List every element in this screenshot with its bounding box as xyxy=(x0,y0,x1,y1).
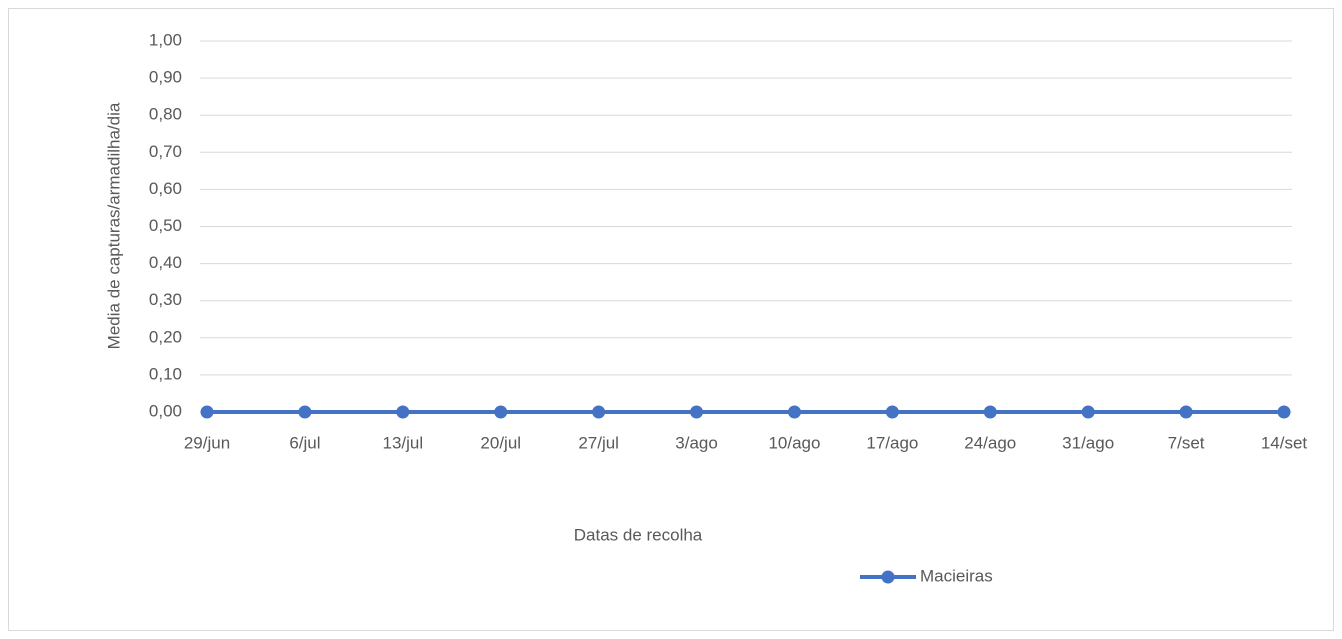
legend-label: Macieiras xyxy=(920,566,993,585)
y-tick-label: 0,70 xyxy=(149,142,182,161)
y-tick-label: 0,30 xyxy=(149,290,182,309)
x-tick-label: 10/ago xyxy=(768,433,820,452)
x-tick-label: 14/set xyxy=(1261,433,1308,452)
data-point xyxy=(396,405,410,419)
x-tick-label: 7/set xyxy=(1168,433,1205,452)
x-tick-label: 17/ago xyxy=(866,433,918,452)
x-tick-label: 29/jun xyxy=(184,433,230,452)
y-tick-label: 0,50 xyxy=(149,216,182,235)
x-tick-label: 6/jul xyxy=(289,433,320,452)
chart-border xyxy=(8,8,1334,631)
y-tick-label: 0,40 xyxy=(149,253,182,272)
data-point xyxy=(690,405,704,419)
data-point xyxy=(1179,405,1193,419)
data-point xyxy=(494,405,508,419)
x-tick-label: 31/ago xyxy=(1062,433,1114,452)
x-tick-label: 3/ago xyxy=(675,433,718,452)
y-tick-label: 0,10 xyxy=(149,364,182,383)
y-tick-label: 1,00 xyxy=(149,30,182,49)
y-tick-label: 0,80 xyxy=(149,105,182,124)
x-tick-label: 24/ago xyxy=(964,433,1016,452)
y-axis-title: Media de capturas/armadilha/dia xyxy=(104,102,123,349)
x-tick-label: 13/jul xyxy=(382,433,423,452)
data-point xyxy=(787,405,801,419)
x-axis-title: Datas de recolha xyxy=(574,525,703,544)
x-tick-label: 20/jul xyxy=(480,433,521,452)
data-point xyxy=(983,405,997,419)
data-point xyxy=(592,405,606,419)
data-point xyxy=(298,405,312,419)
y-tick-label: 0,00 xyxy=(149,401,182,420)
data-point xyxy=(885,405,899,419)
data-point xyxy=(1277,405,1291,419)
data-point xyxy=(1081,405,1095,419)
legend-marker xyxy=(881,570,895,584)
y-tick-label: 0,90 xyxy=(149,68,182,87)
y-tick-label: 0,20 xyxy=(149,327,182,346)
data-point xyxy=(200,405,214,419)
x-tick-label: 27/jul xyxy=(578,433,619,452)
y-tick-label: 0,60 xyxy=(149,179,182,198)
